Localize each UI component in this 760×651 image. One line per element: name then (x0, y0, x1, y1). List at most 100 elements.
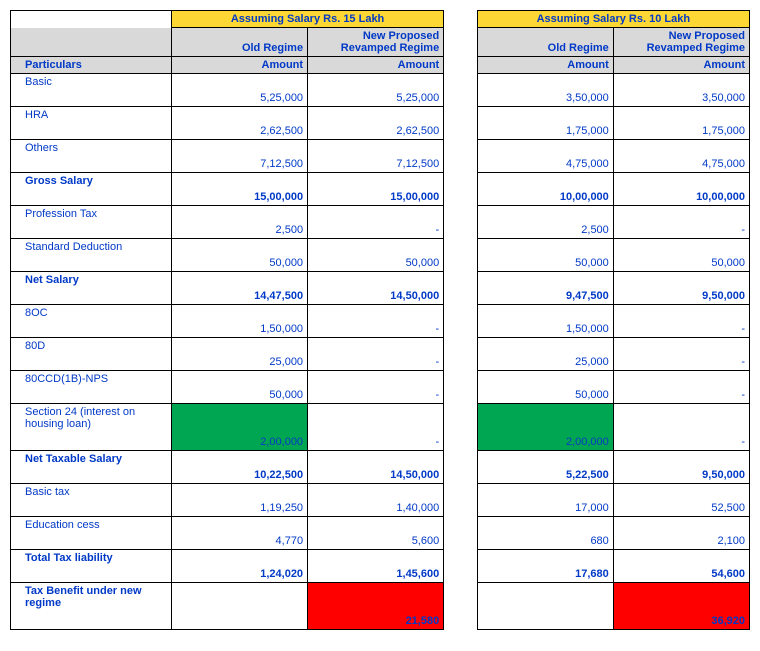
spacer (444, 140, 477, 173)
value-cell: 9,47,500 (477, 272, 613, 305)
row-label: 80D (11, 338, 172, 371)
value-cell: 14,47,500 (171, 272, 307, 305)
value-cell: 1,40,000 (308, 484, 444, 517)
row-label: Standard Deduction (11, 239, 172, 272)
group-header-10lakh: Assuming Salary Rs. 10 Lakh (477, 11, 749, 28)
value-cell: - (308, 338, 444, 371)
value-cell: 1,45,600 (308, 550, 444, 583)
table-row: Net Taxable Salary10,22,50014,50,000 5,22… (11, 451, 750, 484)
value-cell: 4,75,000 (477, 140, 613, 173)
value-cell: 50,000 (171, 371, 307, 404)
value-cell: 680 (477, 517, 613, 550)
value-cell: 15,00,000 (171, 173, 307, 206)
value-cell: 14,50,000 (308, 272, 444, 305)
table-row: Basic tax1,19,2501,40,00017,00052,500 (11, 484, 750, 517)
row-label: Education cess (11, 517, 172, 550)
value-cell: 36,920 (613, 583, 749, 630)
value-cell: 7,12,500 (308, 140, 444, 173)
value-cell: 21,580 (308, 583, 444, 630)
value-cell: 50,000 (477, 239, 613, 272)
value-cell: 10,00,000 (477, 173, 613, 206)
spacer (444, 57, 477, 74)
value-cell: 1,50,000 (171, 305, 307, 338)
value-cell: 3,50,000 (477, 74, 613, 107)
spacer (444, 239, 477, 272)
row-label: Net Salary (11, 272, 172, 305)
value-cell (477, 583, 613, 630)
col-new-regime-10: New Proposed Revamped Regime (613, 28, 749, 57)
spacer (444, 305, 477, 338)
row-label: Basic (11, 74, 172, 107)
table-row: Education cess4,7705,6006802,100 (11, 517, 750, 550)
row-label: 80CCD(1B)-NPS (11, 371, 172, 404)
spacer (444, 451, 477, 484)
value-cell: 50,000 (308, 239, 444, 272)
col-particulars: Particulars (11, 57, 172, 74)
spacer (444, 517, 477, 550)
value-cell: 2,62,500 (171, 107, 307, 140)
value-cell: 1,75,000 (477, 107, 613, 140)
table-row: 8OC1,50,000-1,50,000- (11, 305, 750, 338)
value-cell: 50,000 (613, 239, 749, 272)
value-cell: 5,25,000 (171, 74, 307, 107)
spacer (444, 371, 477, 404)
value-cell: 5,22,500 (477, 451, 613, 484)
spacer (444, 583, 477, 630)
col-amount-d: Amount (613, 57, 749, 74)
value-cell: 1,75,000 (613, 107, 749, 140)
group-header-15lakh: Assuming Salary Rs. 15 Lakh (171, 11, 443, 28)
row-label: Tax Benefit under new regime (11, 583, 172, 630)
row-label: 8OC (11, 305, 172, 338)
row-label: Gross Salary (11, 173, 172, 206)
row-label: Others (11, 140, 172, 173)
col-amount-c: Amount (477, 57, 613, 74)
table-row: Gross Salary15,00,00015,00,00010,00,0001… (11, 173, 750, 206)
spacer (444, 206, 477, 239)
value-cell: - (613, 371, 749, 404)
spacer (444, 338, 477, 371)
value-cell: 54,600 (613, 550, 749, 583)
value-cell: 25,000 (477, 338, 613, 371)
value-cell: 5,600 (308, 517, 444, 550)
col-amount-a: Amount (171, 57, 307, 74)
col-old-regime-15: Old Regime (171, 28, 307, 57)
value-cell (171, 583, 307, 630)
value-cell: 10,22,500 (171, 451, 307, 484)
table-row: Total Tax liability1,24,0201,45,60017,68… (11, 550, 750, 583)
table-row: 80D25,000-25,000- (11, 338, 750, 371)
table-row: HRA2,62,5002,62,5001,75,0001,75,000 (11, 107, 750, 140)
blank-cell (11, 28, 172, 57)
row-label: Profession Tax (11, 206, 172, 239)
value-cell: 25,000 (171, 338, 307, 371)
value-cell: - (308, 371, 444, 404)
value-cell: - (613, 305, 749, 338)
value-cell: 9,50,000 (613, 272, 749, 305)
value-cell: - (308, 305, 444, 338)
row-label: Total Tax liability (11, 550, 172, 583)
col-amount-b: Amount (308, 57, 444, 74)
row-label: Basic tax (11, 484, 172, 517)
value-cell: 2,500 (171, 206, 307, 239)
value-cell: 5,25,000 (308, 74, 444, 107)
value-cell: 4,75,000 (613, 140, 749, 173)
value-cell: - (308, 404, 444, 451)
table-row: Section 24 (interest on housing loan)2,0… (11, 404, 750, 451)
col-new-regime-15: New Proposed Revamped Regime (308, 28, 444, 57)
spacer (444, 272, 477, 305)
row-label: Net Taxable Salary (11, 451, 172, 484)
table-row: Net Salary14,47,50014,50,000 9,47,5009,50… (11, 272, 750, 305)
value-cell: 17,000 (477, 484, 613, 517)
value-cell: 2,100 (613, 517, 749, 550)
row-label: HRA (11, 107, 172, 140)
spacer (444, 74, 477, 107)
value-cell: 2,00,000 (171, 404, 307, 451)
value-cell: - (613, 338, 749, 371)
value-cell: 10,00,000 (613, 173, 749, 206)
value-cell: 1,50,000 (477, 305, 613, 338)
value-cell: 14,50,000 (308, 451, 444, 484)
value-cell: 1,24,020 (171, 550, 307, 583)
value-cell: 50,000 (171, 239, 307, 272)
spacer (444, 173, 477, 206)
table-row: Tax Benefit under new regime 21,580 36,920 (11, 583, 750, 630)
spacer (444, 484, 477, 517)
